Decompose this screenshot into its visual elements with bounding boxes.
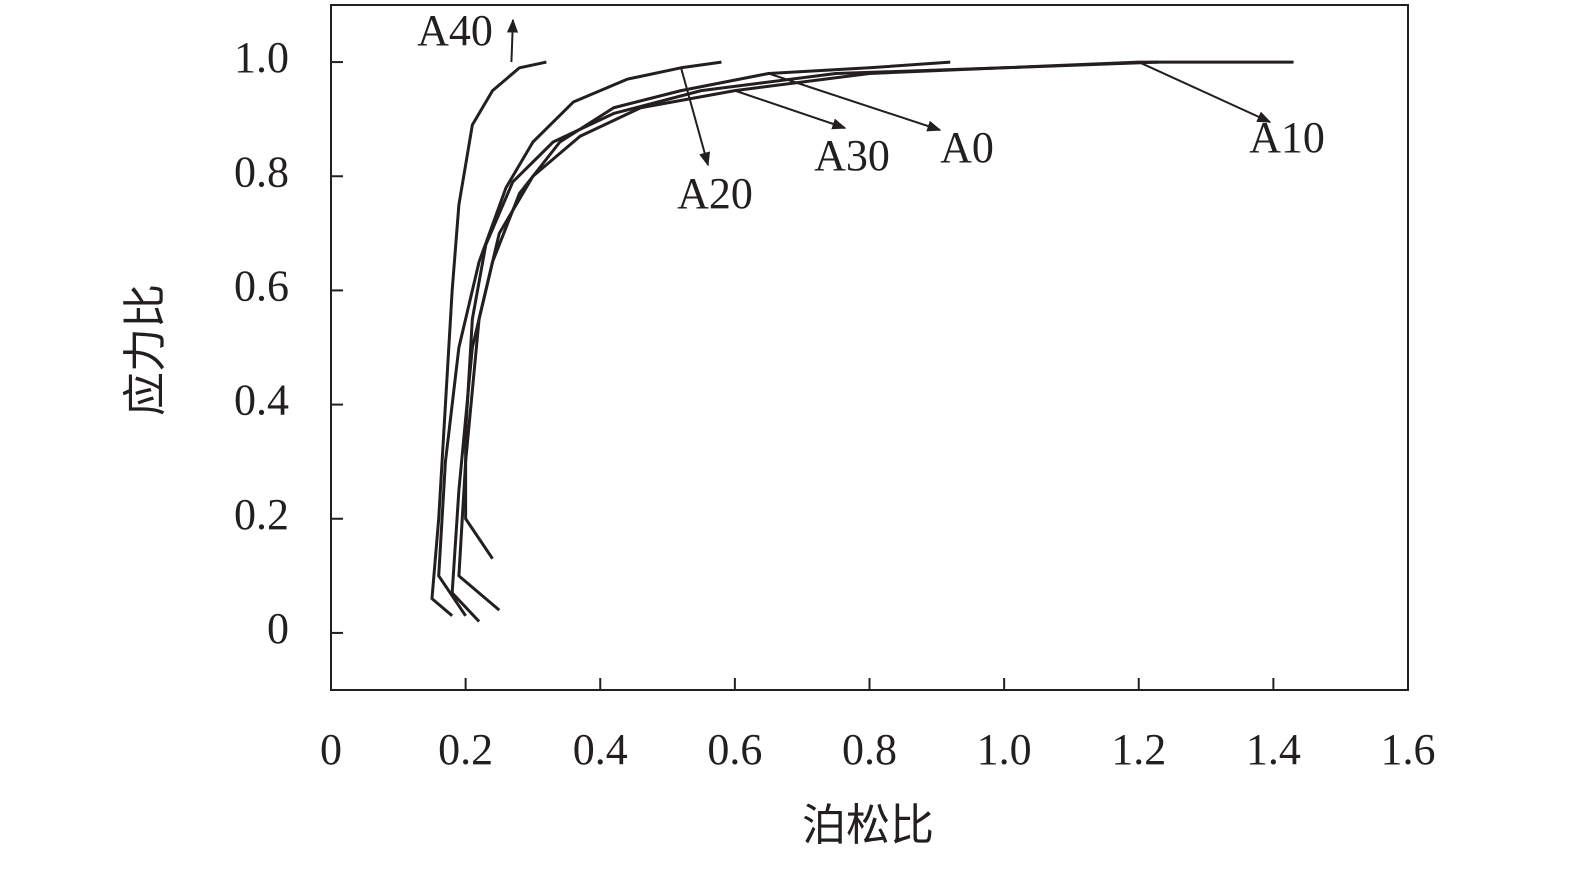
y-tick-label: 0.2: [234, 490, 289, 539]
y-tick-label: 1.0: [234, 33, 289, 82]
series-label: A30: [814, 131, 890, 180]
y-tick-label: 0.4: [234, 376, 289, 425]
x-tick-label: 0.6: [707, 725, 762, 774]
y-tick-label: 0.6: [234, 262, 289, 311]
annotation-arrow: [680, 67, 711, 167]
annotation-arrow: [1138, 61, 1272, 123]
x-tick-label: 1.6: [1381, 725, 1436, 774]
series-label: A0: [940, 123, 994, 172]
y-tick-label: 0: [267, 604, 289, 653]
annotation-arrow: [768, 72, 942, 132]
y-tick-label: 0.8: [234, 147, 289, 196]
series-line: [430, 60, 547, 617]
series-label: A10: [1249, 113, 1325, 162]
x-tick-label: 0.4: [573, 725, 628, 774]
series-line: [450, 60, 951, 623]
x-tick-label: 0.8: [842, 725, 897, 774]
series-line: [457, 60, 1159, 612]
series-label: A40: [417, 6, 493, 55]
series-label: A20: [677, 169, 753, 218]
y-axis-label: 应力比: [121, 284, 170, 416]
annotation-arrow: [734, 89, 847, 130]
x-tick-label: 1.4: [1246, 725, 1301, 774]
annotation-arrow: [506, 18, 519, 63]
series-line: [437, 60, 722, 617]
x-tick-label: 0.2: [438, 725, 493, 774]
series-line: [464, 60, 1294, 560]
x-tick-label: 1.0: [977, 725, 1032, 774]
x-tick-label: 0: [320, 725, 342, 774]
x-tick-label: 1.2: [1111, 725, 1166, 774]
x-axis-label: 泊松比: [802, 801, 934, 850]
